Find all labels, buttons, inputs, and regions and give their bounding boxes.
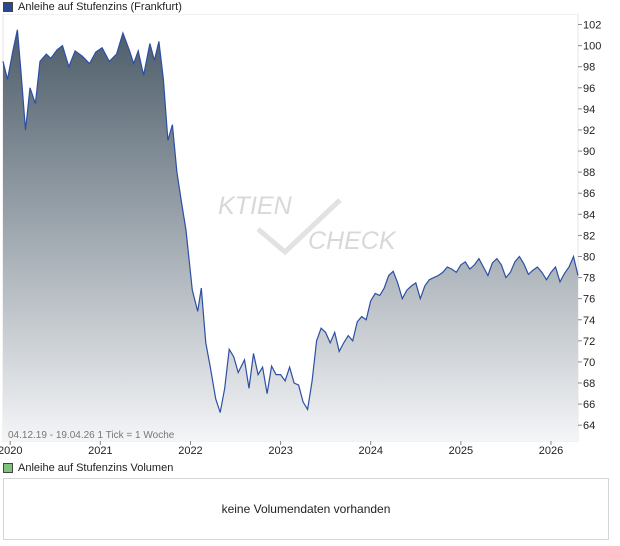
y-tick-label: 70 xyxy=(583,357,595,369)
y-tick-label: 74 xyxy=(583,315,595,327)
watermark-check-icon xyxy=(256,198,342,256)
x-tick-label: 2023 xyxy=(268,445,292,457)
x-tick-label: 2021 xyxy=(88,445,112,457)
y-tick-label: 90 xyxy=(583,146,595,158)
y-tick-label: 102 xyxy=(583,20,601,32)
y-tick-label: 98 xyxy=(583,62,595,74)
x-tick-label: 2020 xyxy=(0,445,22,457)
price-chart: KTIEN CHECK 64 66 68 70 72 74 76 78 80 82 84 86 88 90… xyxy=(0,14,601,457)
y-tick-label: 82 xyxy=(583,230,595,242)
x-tick-label: 2026 xyxy=(539,445,563,457)
y-tick-label: 66 xyxy=(583,399,595,411)
watermark-text-right: CHECK xyxy=(308,227,397,255)
volume-panel: keine Volumendaten vorhanden xyxy=(3,478,609,540)
volume-legend-swatch xyxy=(3,463,13,473)
x-tick-label: 2022 xyxy=(178,445,202,457)
y-tick-label: 86 xyxy=(583,188,595,200)
y-tick-label: 88 xyxy=(583,167,595,179)
x-axis: 2020 2021 2022 2023 2024 2025 2026 xyxy=(0,441,563,457)
price-legend: Anleihe auf Stufenzins (Frankfurt) xyxy=(3,0,182,14)
x-tick-label: 2024 xyxy=(358,445,382,457)
watermark-text-left: KTIEN xyxy=(218,192,293,220)
y-tick-label: 68 xyxy=(583,378,595,390)
y-tick-label: 78 xyxy=(583,273,595,285)
y-tick-label: 64 xyxy=(583,420,595,432)
y-tick-label: 72 xyxy=(583,336,595,348)
y-tick-label: 76 xyxy=(583,294,595,306)
x-tick-label: 2025 xyxy=(449,445,473,457)
volume-legend: Anleihe auf Stufenzins Volumen xyxy=(3,461,173,475)
volume-empty-message: keine Volumendaten vorhanden xyxy=(221,502,391,516)
price-legend-swatch xyxy=(3,2,13,12)
y-tick-label: 92 xyxy=(583,125,595,137)
y-axis: 64 66 68 70 72 74 76 78 80 82 84 86 88 90 92 94 96 98 100 1… xyxy=(578,20,601,432)
price-area-fill xyxy=(3,29,578,442)
price-line xyxy=(2,29,579,413)
price-legend-label: Anleihe auf Stufenzins (Frankfurt) xyxy=(18,1,182,13)
y-tick-label: 100 xyxy=(583,41,601,53)
range-note: 04.12.19 - 19.04.26 1 Tick = 1 Woche xyxy=(8,430,175,441)
watermark: KTIEN CHECK xyxy=(218,192,397,256)
y-tick-label: 84 xyxy=(583,209,595,221)
y-tick-label: 80 xyxy=(583,251,595,263)
y-tick-label: 94 xyxy=(583,104,595,116)
volume-legend-label: Anleihe auf Stufenzins Volumen xyxy=(18,462,174,474)
y-tick-label: 96 xyxy=(583,83,595,95)
